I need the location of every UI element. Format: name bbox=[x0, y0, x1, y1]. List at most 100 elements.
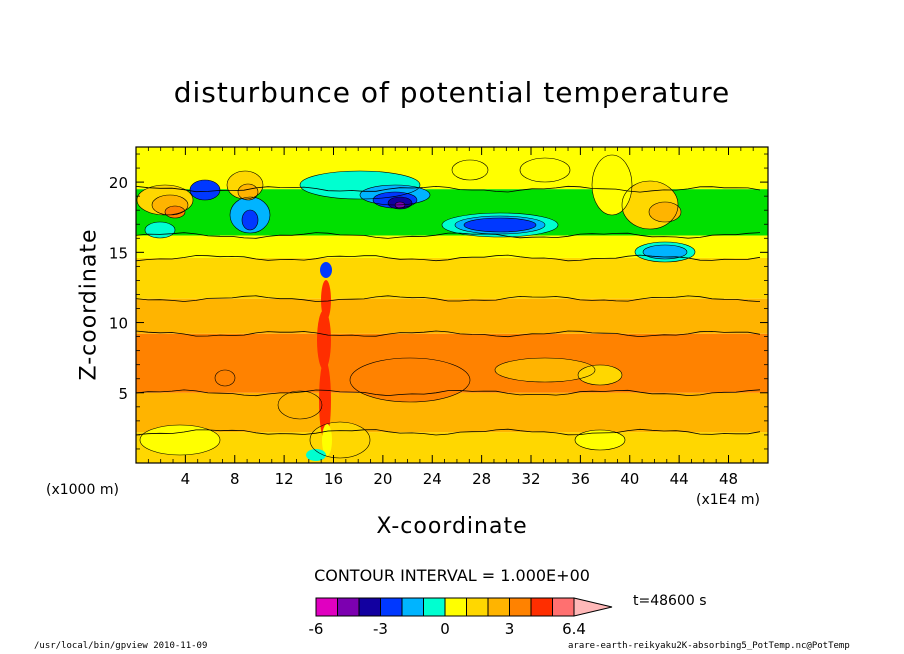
blob-contour-7 bbox=[463, 217, 537, 233]
blob-22 bbox=[520, 158, 570, 182]
blob-26 bbox=[578, 365, 622, 385]
blob-contour-4 bbox=[394, 201, 406, 209]
plot-frame bbox=[135, 146, 769, 464]
contour-3 bbox=[136, 330, 761, 338]
blob-31 bbox=[575, 430, 625, 450]
contour-1 bbox=[136, 428, 761, 436]
blob-contour-24 bbox=[349, 357, 471, 403]
blob-contour-11 bbox=[634, 241, 696, 263]
footer-left: /usr/local/bin/gpview 2010-11-09 bbox=[34, 641, 208, 651]
x-tick-label-36: 36 bbox=[571, 470, 590, 488]
contour-4 bbox=[136, 295, 761, 302]
x-unit-right: (x1E4 m) bbox=[696, 492, 760, 508]
blob-contour-27 bbox=[214, 369, 236, 387]
blob-contour-10 bbox=[241, 209, 259, 231]
band-3 bbox=[136, 298, 768, 334]
time-label: t=48600 s bbox=[633, 593, 707, 609]
band-4 bbox=[136, 257, 768, 299]
blob-30 bbox=[140, 425, 220, 455]
colorbar-swatch-9 bbox=[509, 597, 532, 617]
x-axis: 4 8 12 16 20 24 28 32 36 40 44 48 bbox=[147, 147, 754, 488]
x-unit-left: (x1000 m) bbox=[46, 482, 119, 498]
blob-12 bbox=[643, 245, 687, 259]
blob-contour-30 bbox=[139, 424, 221, 456]
x-axis-label: X-coordinate bbox=[376, 514, 528, 539]
colorbar-swatch-0 bbox=[315, 597, 338, 617]
blob-contour-8 bbox=[189, 179, 221, 201]
colorbar-arrow bbox=[573, 597, 613, 617]
x-tick-label-16: 16 bbox=[324, 470, 343, 488]
colorbar-label-1: -3 bbox=[373, 620, 388, 638]
colorbar-swatch-2 bbox=[358, 597, 381, 617]
band-0 bbox=[136, 432, 768, 463]
blob-contour-17 bbox=[226, 170, 264, 200]
blob-18 bbox=[238, 184, 258, 200]
blob-21 bbox=[592, 155, 632, 215]
blob-contour-31 bbox=[574, 429, 626, 451]
blob-contour-0 bbox=[299, 170, 421, 200]
chart-title: disturbunce of potential temperature bbox=[173, 76, 731, 109]
y-tick-label-5: 5 bbox=[118, 385, 128, 403]
contour-5 bbox=[136, 254, 761, 262]
band-1 bbox=[136, 392, 768, 433]
colorbar-label-4: 6.4 bbox=[562, 620, 586, 638]
colorbar-swatch-4 bbox=[401, 597, 424, 617]
x-tick-label-28: 28 bbox=[472, 470, 491, 488]
blob-contour-13 bbox=[144, 221, 176, 239]
blob-contour-16 bbox=[164, 205, 186, 219]
blob-contour-12 bbox=[642, 244, 688, 260]
blob-contour-2 bbox=[372, 191, 418, 209]
x-tick-label-48: 48 bbox=[719, 470, 738, 488]
colorbar-swatch-7 bbox=[466, 597, 489, 617]
blob-20 bbox=[649, 202, 681, 222]
contour-2 bbox=[136, 389, 761, 397]
column-0 bbox=[320, 262, 332, 278]
contour-7 bbox=[136, 185, 761, 193]
column-5 bbox=[306, 449, 326, 461]
blob-contour-20 bbox=[648, 201, 682, 223]
x-tick-label-24: 24 bbox=[423, 470, 442, 488]
blob-28 bbox=[278, 391, 322, 419]
blob-8 bbox=[190, 180, 220, 200]
contour-interval-label: CONTOUR INTERVAL = 1.000E+00 bbox=[314, 566, 590, 585]
y-tick-label-10: 10 bbox=[109, 315, 128, 333]
y-tick-label-20: 20 bbox=[109, 174, 128, 192]
colorbar-label-2: 0 bbox=[440, 620, 450, 638]
blob-contour-26 bbox=[577, 364, 623, 386]
x-tick-label-20: 20 bbox=[373, 470, 392, 488]
blob-contour-22 bbox=[519, 157, 571, 183]
x-tick-label-8: 8 bbox=[230, 470, 240, 488]
band-5 bbox=[136, 235, 768, 258]
colorbar-label-3: 3 bbox=[505, 620, 515, 638]
x-tick-label-4: 4 bbox=[181, 470, 191, 488]
blob-contour-9 bbox=[229, 196, 271, 234]
colorbar-swatch-10 bbox=[530, 597, 553, 617]
column-3 bbox=[319, 360, 331, 440]
blob-contour-28 bbox=[277, 390, 323, 420]
heatmap-field bbox=[136, 147, 768, 463]
x-tick-label-44: 44 bbox=[670, 470, 689, 488]
colorbar-swatch-8 bbox=[487, 597, 510, 617]
colorbar-swatch-11 bbox=[552, 597, 575, 617]
colorbar: -6 -3 0 3 6.4 bbox=[309, 597, 613, 638]
blob-contour-15 bbox=[151, 194, 189, 216]
column-2 bbox=[317, 310, 331, 370]
x-tick-label-40: 40 bbox=[620, 470, 639, 488]
y-axis-label: Z-coordinate bbox=[76, 228, 102, 381]
blob-7 bbox=[464, 218, 536, 232]
blob-contour-23 bbox=[451, 159, 489, 181]
blob-contour-5 bbox=[441, 212, 559, 238]
blob-contour-6 bbox=[454, 215, 546, 235]
colorbar-swatch-6 bbox=[444, 597, 467, 617]
blob-contour-19 bbox=[621, 180, 679, 230]
colorbar-swatch-5 bbox=[423, 597, 446, 617]
blob-contour-29 bbox=[309, 421, 371, 459]
blob-contour-21 bbox=[591, 154, 633, 216]
blob-10 bbox=[242, 210, 258, 230]
contour-lines bbox=[136, 154, 761, 459]
y-axis: 5 10 15 20 bbox=[109, 153, 768, 450]
y-tick-label-15: 15 bbox=[109, 244, 128, 262]
blob-contour-3 bbox=[387, 196, 413, 210]
colorbar-swatch-1 bbox=[337, 597, 360, 617]
